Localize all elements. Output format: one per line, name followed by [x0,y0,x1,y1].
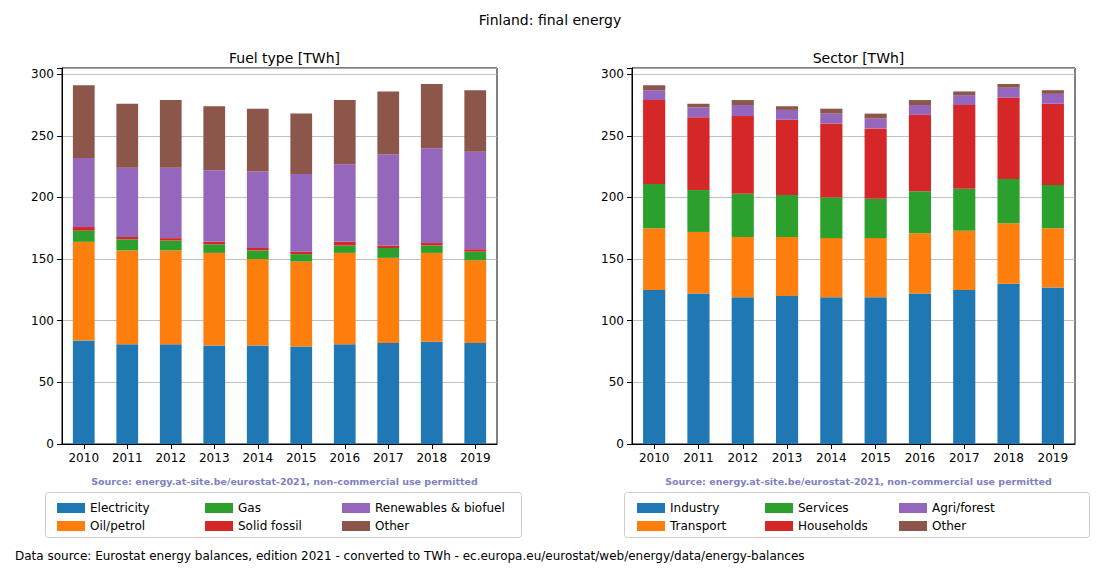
svg-text:Other: Other [375,519,409,533]
svg-text:2014: 2014 [242,451,273,465]
svg-text:2013: 2013 [199,451,230,465]
svg-text:2018: 2018 [416,451,447,465]
svg-text:2014: 2014 [816,451,847,465]
svg-text:2015: 2015 [860,451,891,465]
svg-text:2012: 2012 [727,451,758,465]
svg-text:2017: 2017 [949,451,980,465]
svg-text:Renewables & biofuel: Renewables & biofuel [375,501,505,515]
svg-text:100: 100 [31,314,54,328]
svg-text:200: 200 [601,190,624,204]
svg-text:2011: 2011 [683,451,714,465]
svg-text:2010: 2010 [68,451,99,465]
svg-text:Households: Households [798,519,868,533]
svg-text:50: 50 [609,375,624,389]
svg-text:2015: 2015 [286,451,317,465]
svg-text:Other: Other [932,519,966,533]
svg-text:2016: 2016 [329,451,360,465]
svg-text:Electricity: Electricity [90,501,150,515]
svg-text:Source: energy.at-site.be/euro: Source: energy.at-site.be/eurostat-2021,… [91,476,478,487]
svg-text:Services: Services [798,501,849,515]
svg-text:2019: 2019 [1038,451,1069,465]
svg-text:Agri/forest: Agri/forest [932,501,995,515]
svg-text:Solid fossil: Solid fossil [238,519,302,533]
svg-text:Source: energy.at-site.be/euro: Source: energy.at-site.be/eurostat-2021,… [665,476,1052,487]
svg-text:0: 0 [46,437,54,451]
svg-text:2010: 2010 [639,451,670,465]
svg-text:2016: 2016 [905,451,936,465]
svg-text:200: 200 [31,190,54,204]
svg-text:2013: 2013 [772,451,803,465]
svg-text:250: 250 [31,129,54,143]
svg-text:100: 100 [601,314,624,328]
svg-text:150: 150 [31,252,54,266]
svg-text:0: 0 [616,437,624,451]
svg-text:2019: 2019 [460,451,491,465]
svg-text:150: 150 [601,252,624,266]
svg-text:50: 50 [39,375,54,389]
svg-text:2018: 2018 [993,451,1024,465]
svg-text:Data source: Eurostat energy b: Data source: Eurostat energy balances, e… [15,549,805,563]
svg-text:250: 250 [601,129,624,143]
svg-text:Oil/petrol: Oil/petrol [90,519,145,533]
svg-text:Finland: final energy: Finland: final energy [479,12,622,28]
svg-text:Transport: Transport [669,519,727,533]
svg-text:300: 300 [31,67,54,81]
svg-text:Sector [TWh]: Sector [TWh] [813,50,905,66]
svg-text:Fuel type [TWh]: Fuel type [TWh] [229,50,340,66]
svg-text:2011: 2011 [112,451,143,465]
svg-text:2017: 2017 [373,451,404,465]
svg-text:300: 300 [601,67,624,81]
svg-text:Gas: Gas [238,501,261,515]
svg-text:2012: 2012 [155,451,186,465]
svg-text:Industry: Industry [670,501,719,515]
